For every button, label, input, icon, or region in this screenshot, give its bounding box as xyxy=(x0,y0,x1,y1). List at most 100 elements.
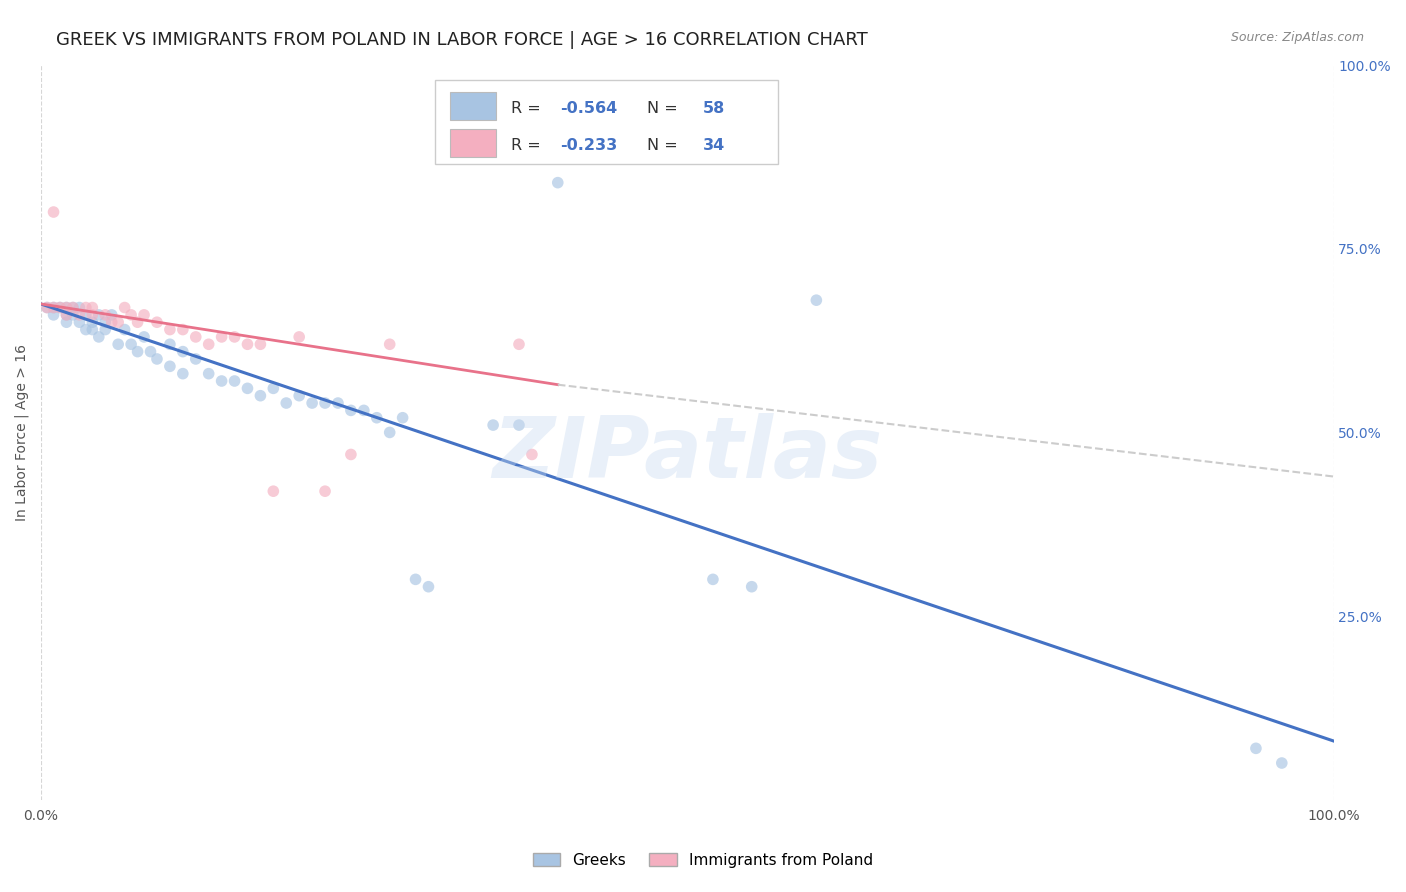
Point xyxy=(114,301,136,315)
Point xyxy=(49,301,72,315)
Point xyxy=(100,315,122,329)
Point xyxy=(94,322,117,336)
Point xyxy=(508,337,530,351)
Point xyxy=(55,315,77,329)
Point xyxy=(197,367,219,381)
Text: GREEK VS IMMIGRANTS FROM POLAND IN LABOR FORCE | AGE > 16 CORRELATION CHART: GREEK VS IMMIGRANTS FROM POLAND IN LABOR… xyxy=(56,31,868,49)
Point xyxy=(114,322,136,336)
Point xyxy=(702,573,724,587)
Point xyxy=(100,308,122,322)
Point xyxy=(107,337,129,351)
Point xyxy=(67,301,90,315)
Point xyxy=(82,315,104,329)
Point xyxy=(120,337,142,351)
Point xyxy=(262,484,284,499)
Point xyxy=(482,418,505,433)
Point xyxy=(340,403,363,417)
Point xyxy=(288,330,311,344)
Point xyxy=(184,351,207,366)
Point xyxy=(314,396,336,410)
Point xyxy=(353,403,375,417)
Point xyxy=(249,389,271,403)
Point xyxy=(184,330,207,344)
Point xyxy=(42,205,65,219)
Point xyxy=(288,389,311,403)
Point xyxy=(127,315,149,329)
Text: -0.564: -0.564 xyxy=(561,101,617,116)
FancyBboxPatch shape xyxy=(450,129,496,157)
Point xyxy=(211,330,233,344)
Point xyxy=(139,344,162,359)
Point xyxy=(418,580,440,594)
Point xyxy=(75,301,97,315)
Text: Source: ZipAtlas.com: Source: ZipAtlas.com xyxy=(1230,31,1364,45)
Text: 58: 58 xyxy=(703,101,725,116)
Point xyxy=(67,315,90,329)
Point xyxy=(55,308,77,322)
Point xyxy=(42,301,65,315)
Point xyxy=(172,344,194,359)
Point xyxy=(146,351,169,366)
Point xyxy=(75,322,97,336)
Point xyxy=(35,301,58,315)
Point xyxy=(120,308,142,322)
Point xyxy=(211,374,233,388)
Point xyxy=(159,359,181,374)
Text: -0.233: -0.233 xyxy=(561,137,617,153)
Point xyxy=(806,293,828,308)
Point xyxy=(224,374,246,388)
Text: R =: R = xyxy=(512,137,546,153)
Point xyxy=(172,322,194,336)
Point xyxy=(314,484,336,499)
Text: N =: N = xyxy=(647,137,683,153)
Point xyxy=(82,322,104,336)
Point xyxy=(82,308,104,322)
Point xyxy=(1244,741,1267,756)
Point xyxy=(94,315,117,329)
Text: 34: 34 xyxy=(703,137,725,153)
Point xyxy=(146,315,169,329)
Point xyxy=(55,308,77,322)
Point xyxy=(301,396,323,410)
Point xyxy=(366,410,388,425)
Point xyxy=(62,301,84,315)
Point xyxy=(55,301,77,315)
Point xyxy=(197,337,219,351)
Point xyxy=(62,308,84,322)
Point xyxy=(249,337,271,351)
Point xyxy=(547,176,569,190)
Point xyxy=(67,308,90,322)
FancyBboxPatch shape xyxy=(434,79,778,164)
Point xyxy=(508,418,530,433)
Text: N =: N = xyxy=(647,101,683,116)
Point xyxy=(276,396,298,410)
Point xyxy=(75,308,97,322)
Point xyxy=(520,447,543,461)
Point xyxy=(262,381,284,395)
Point xyxy=(172,367,194,381)
Point xyxy=(159,337,181,351)
Point xyxy=(326,396,349,410)
Point xyxy=(1271,756,1294,770)
Point xyxy=(127,344,149,359)
Point xyxy=(405,573,427,587)
Point xyxy=(62,301,84,315)
Point xyxy=(87,308,110,322)
Legend: Greeks, Immigrants from Poland: Greeks, Immigrants from Poland xyxy=(526,845,880,875)
Point xyxy=(378,425,401,440)
Text: ZIPatlas: ZIPatlas xyxy=(492,413,882,496)
Point xyxy=(35,301,58,315)
Point xyxy=(132,308,155,322)
Point xyxy=(236,337,259,351)
Point xyxy=(49,301,72,315)
Point xyxy=(82,301,104,315)
Point xyxy=(159,322,181,336)
Point xyxy=(87,330,110,344)
Point xyxy=(378,337,401,351)
Point xyxy=(107,315,129,329)
FancyBboxPatch shape xyxy=(450,92,496,120)
Point xyxy=(42,308,65,322)
Point xyxy=(741,580,763,594)
Point xyxy=(42,301,65,315)
Point xyxy=(236,381,259,395)
